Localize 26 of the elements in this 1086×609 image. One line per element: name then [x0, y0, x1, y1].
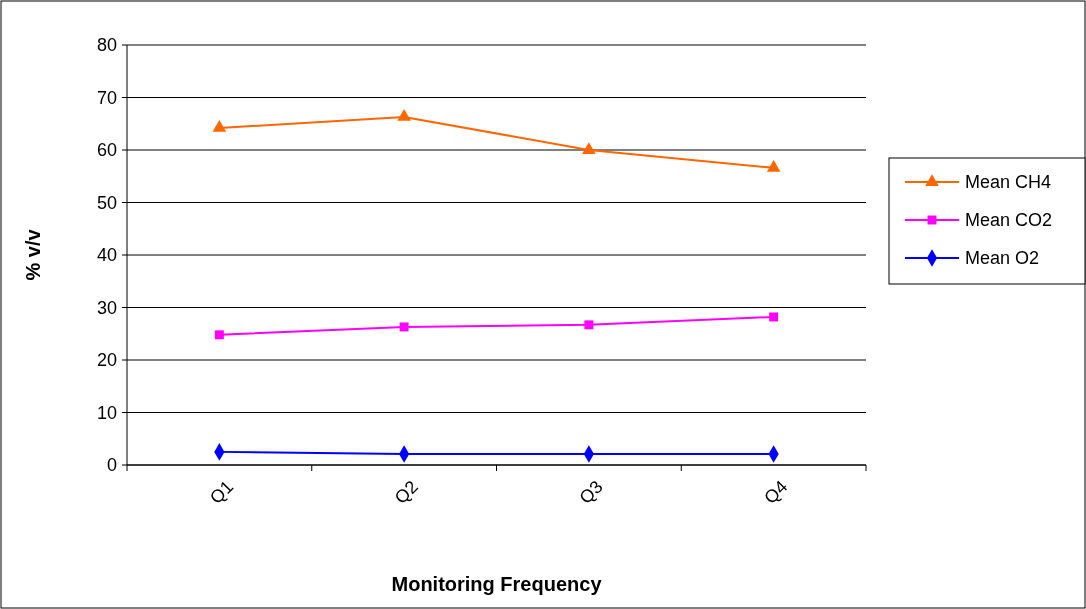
x-tick-label: Q3	[575, 476, 607, 508]
legend-label: Mean CO2	[965, 210, 1053, 231]
y-tick-label: 80	[96, 35, 117, 56]
y-tick-label: 30	[96, 297, 117, 318]
x-axis-title: Monitoring Frequency	[391, 573, 603, 595]
y-tick-label: 40	[96, 245, 117, 266]
y-tick-label: 0	[106, 455, 117, 476]
point	[766, 160, 781, 172]
legend-label: Mean CH4	[965, 172, 1052, 193]
point	[582, 142, 596, 154]
x-tick-label: Q4	[760, 476, 792, 508]
point	[214, 330, 224, 340]
y-tick-label: 70	[96, 87, 117, 108]
point	[584, 320, 594, 330]
point	[212, 120, 227, 132]
x-tick-label: Q2	[390, 476, 422, 508]
y-tick-label: 60	[96, 140, 117, 161]
point	[769, 312, 779, 322]
legend-label: Mean O2	[965, 248, 1040, 269]
y-tick-label: 50	[96, 192, 117, 213]
x-tick-label: Q1	[205, 476, 238, 508]
y-axis-title: % v/v	[22, 228, 44, 281]
point	[397, 109, 411, 121]
y-tick-label: 10	[96, 402, 117, 423]
y-tick-label: 20	[96, 350, 117, 371]
point	[399, 322, 409, 332]
